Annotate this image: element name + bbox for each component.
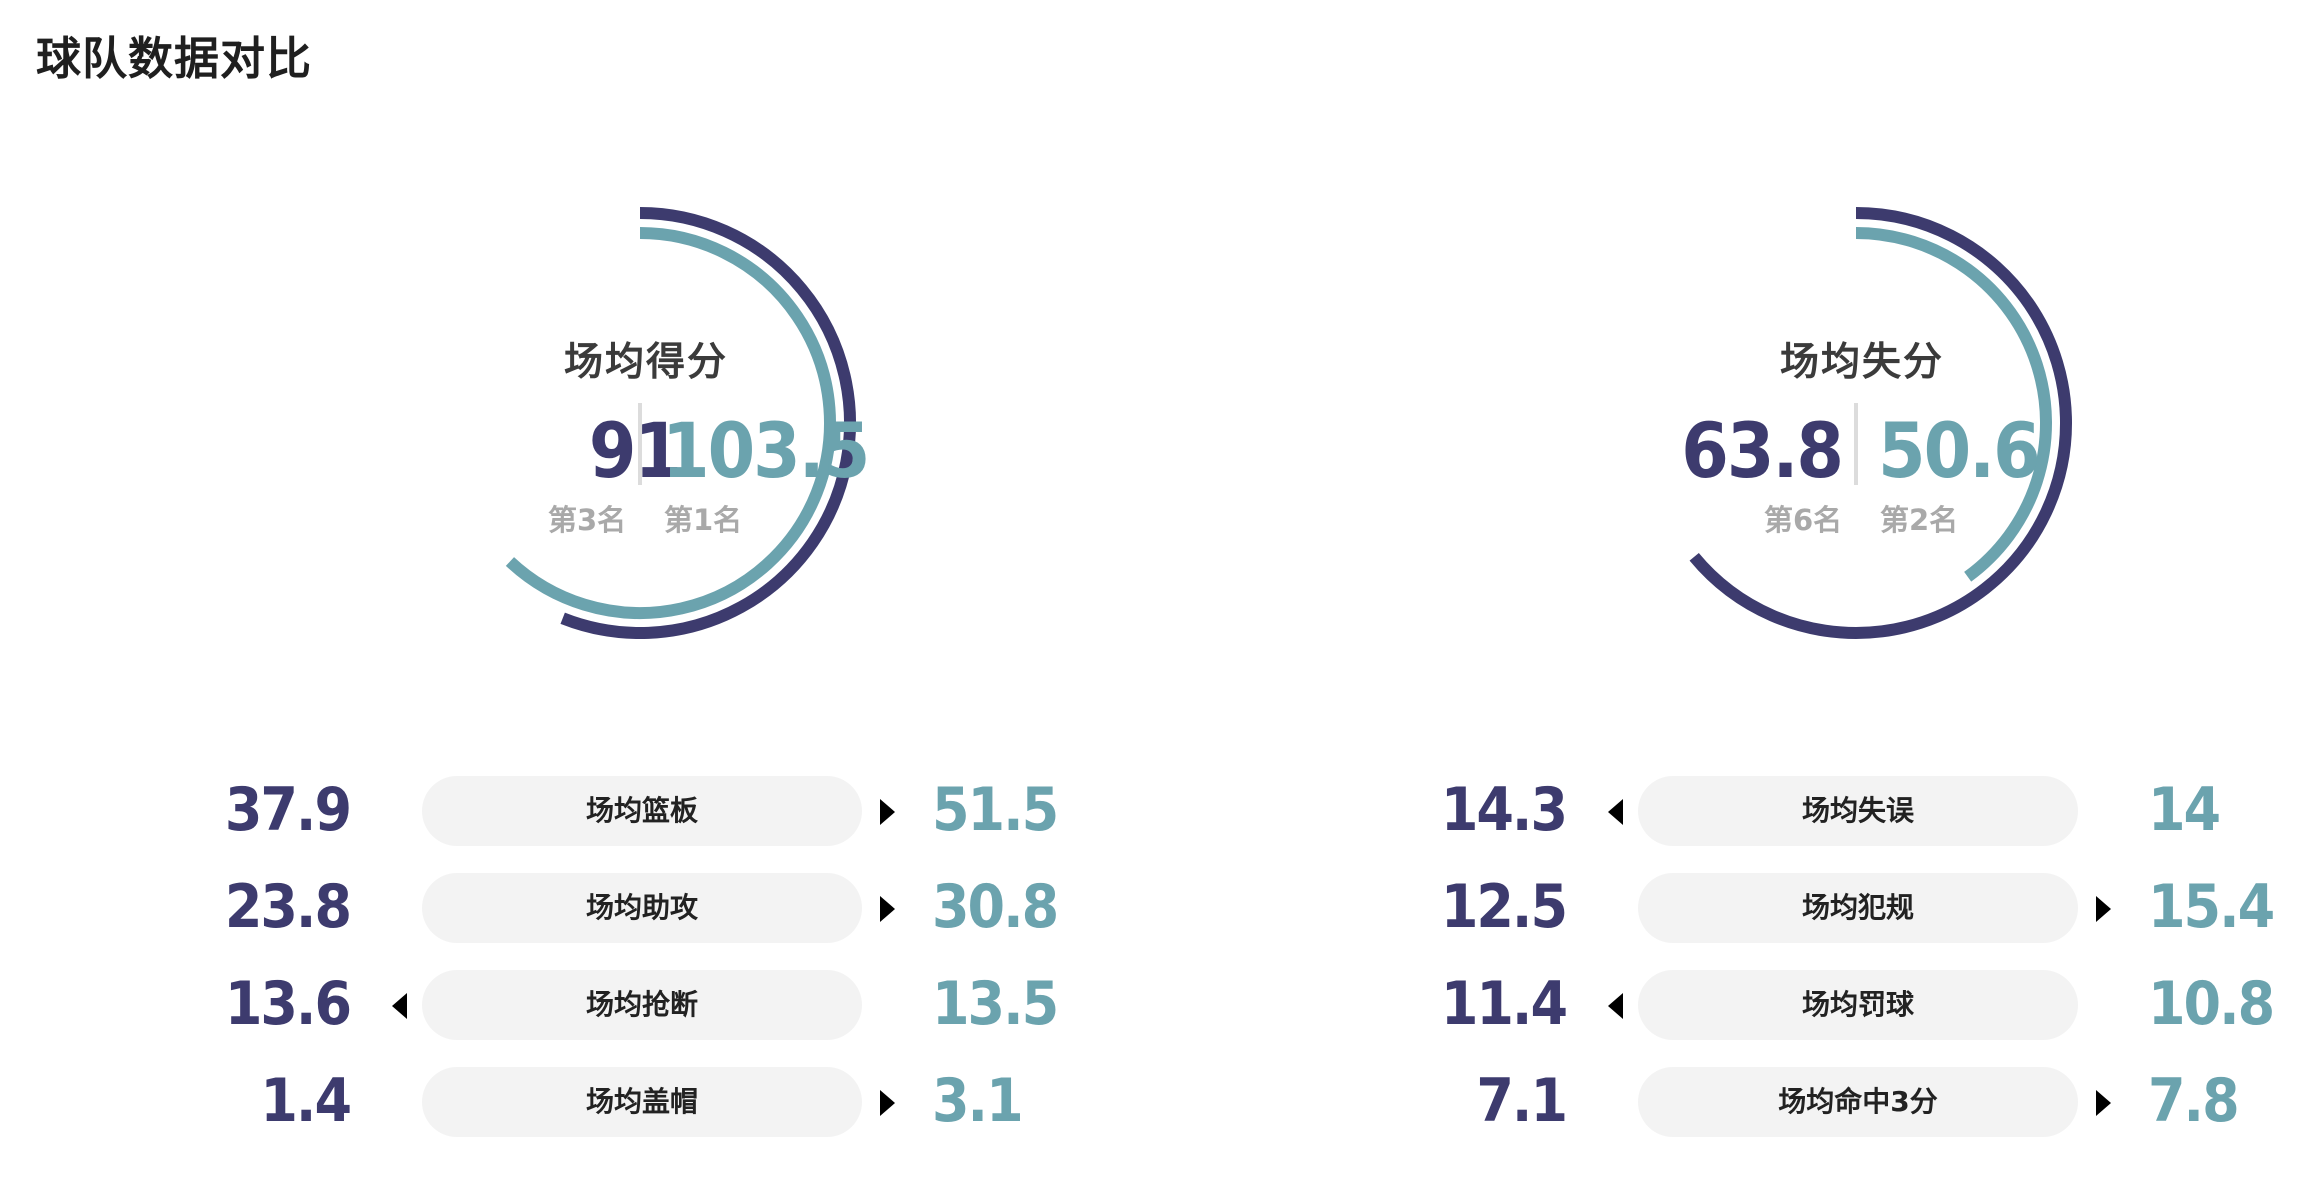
- team-a-stat: 11.4: [1440, 969, 1568, 1039]
- gauge-divider: [1854, 403, 1858, 485]
- team-a-stat: 14.3: [1440, 775, 1568, 845]
- team-a-stat: 7.1: [1476, 1066, 1568, 1136]
- team-b-rank: 第1名: [664, 503, 743, 537]
- team-b-rank: 第2名: [1880, 503, 1959, 537]
- team-a-stat: 23.8: [224, 872, 352, 942]
- team-b-stat: 15.4: [2148, 872, 2275, 942]
- gauge-title: 场均失分: [1779, 340, 1944, 385]
- team-b-stat: 13.5: [932, 969, 1059, 1039]
- team-b-stat: 14: [2148, 775, 2221, 845]
- team-a-rank: 第3名: [548, 503, 627, 537]
- team-a-rank: 第6名: [1764, 503, 1843, 537]
- arrow-right-icon: [880, 896, 895, 922]
- team-b-stat: 10.8: [2148, 969, 2275, 1039]
- gauge-arcs: [505, 207, 856, 639]
- stat-label: 场均抢断: [422, 970, 862, 1040]
- arrow-left-icon: [392, 993, 407, 1019]
- stat-label: 场均罚球: [1638, 970, 2078, 1040]
- arrow-right-icon: [2096, 896, 2111, 922]
- team-a-value: 91: [588, 406, 682, 495]
- team-a-stat: 37.9: [224, 775, 352, 845]
- gauge-title: 场均得分: [563, 340, 728, 385]
- stat-label: 场均篮板: [422, 776, 862, 846]
- stat-label: 场均犯规: [1638, 873, 2078, 943]
- team-b-stat: 51.5: [932, 775, 1059, 845]
- stat-label: 场均盖帽: [422, 1067, 862, 1137]
- gauge-points-scored: 场均得分 91 103.5 第3名 第1名: [440, 175, 1140, 675]
- gauge-arcs: [1689, 207, 2072, 639]
- team-a-stat: 1.4: [260, 1066, 352, 1136]
- page-title: 球队数据对比: [36, 32, 313, 85]
- team-a-value: 63.8: [1681, 406, 1844, 495]
- team-b-stat: 3.1: [932, 1066, 1024, 1136]
- arrow-left-icon: [1608, 799, 1623, 825]
- arrow-right-icon: [2096, 1090, 2111, 1116]
- team-b-stat: 30.8: [932, 872, 1059, 942]
- team-a-arc: [560, 207, 856, 639]
- arrow-left-icon: [1608, 993, 1623, 1019]
- team-b-value: 103.5: [662, 406, 870, 495]
- gauge-divider: [638, 403, 642, 485]
- stat-label: 场均助攻: [422, 873, 862, 943]
- gauge-points-allowed: 场均失分 63.8 50.6 第6名 第2名: [1656, 175, 2303, 675]
- team-b-value: 50.6: [1878, 406, 2041, 495]
- stat-label: 场均失误: [1638, 776, 2078, 846]
- team-a-arc: [1689, 207, 2072, 639]
- team-b-stat: 7.8: [2148, 1066, 2240, 1136]
- arrow-right-icon: [880, 799, 895, 825]
- team-b-arc: [505, 227, 836, 619]
- stat-label: 场均命中3分: [1638, 1067, 2078, 1137]
- team-b-arc: [1855, 227, 2052, 582]
- team-a-stat: 12.5: [1440, 872, 1568, 942]
- arrow-right-icon: [880, 1090, 895, 1116]
- team-a-stat: 13.6: [224, 969, 352, 1039]
